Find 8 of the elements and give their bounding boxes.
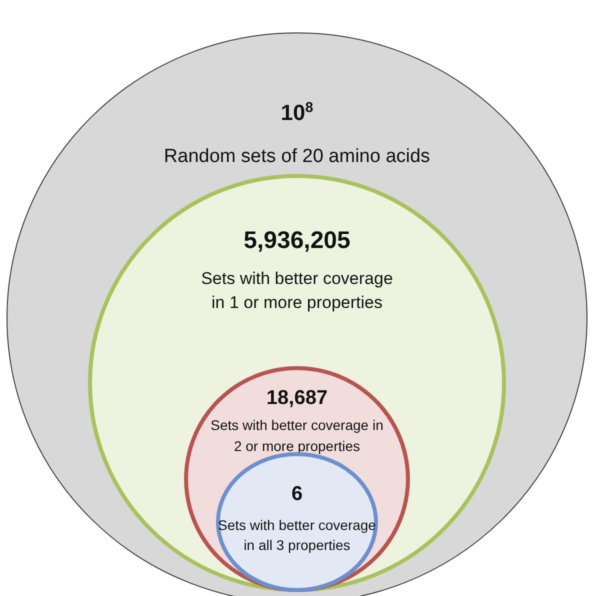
category-label: Sets with better coverage in 1 or more properties <box>201 269 393 312</box>
data-label: 5,936,205 <box>244 227 350 254</box>
category-label: Random sets of 20 amino acids <box>164 146 430 167</box>
category-label: Sets with better coverage in 2 or more properties <box>210 417 384 454</box>
data-label: 10$^{8}$ <box>280 100 314 125</box>
data-label: 6 <box>291 483 303 506</box>
category-label: Sets with better coverage in all 3 properties <box>218 517 376 554</box>
data-label: 18,687 <box>266 387 328 410</box>
